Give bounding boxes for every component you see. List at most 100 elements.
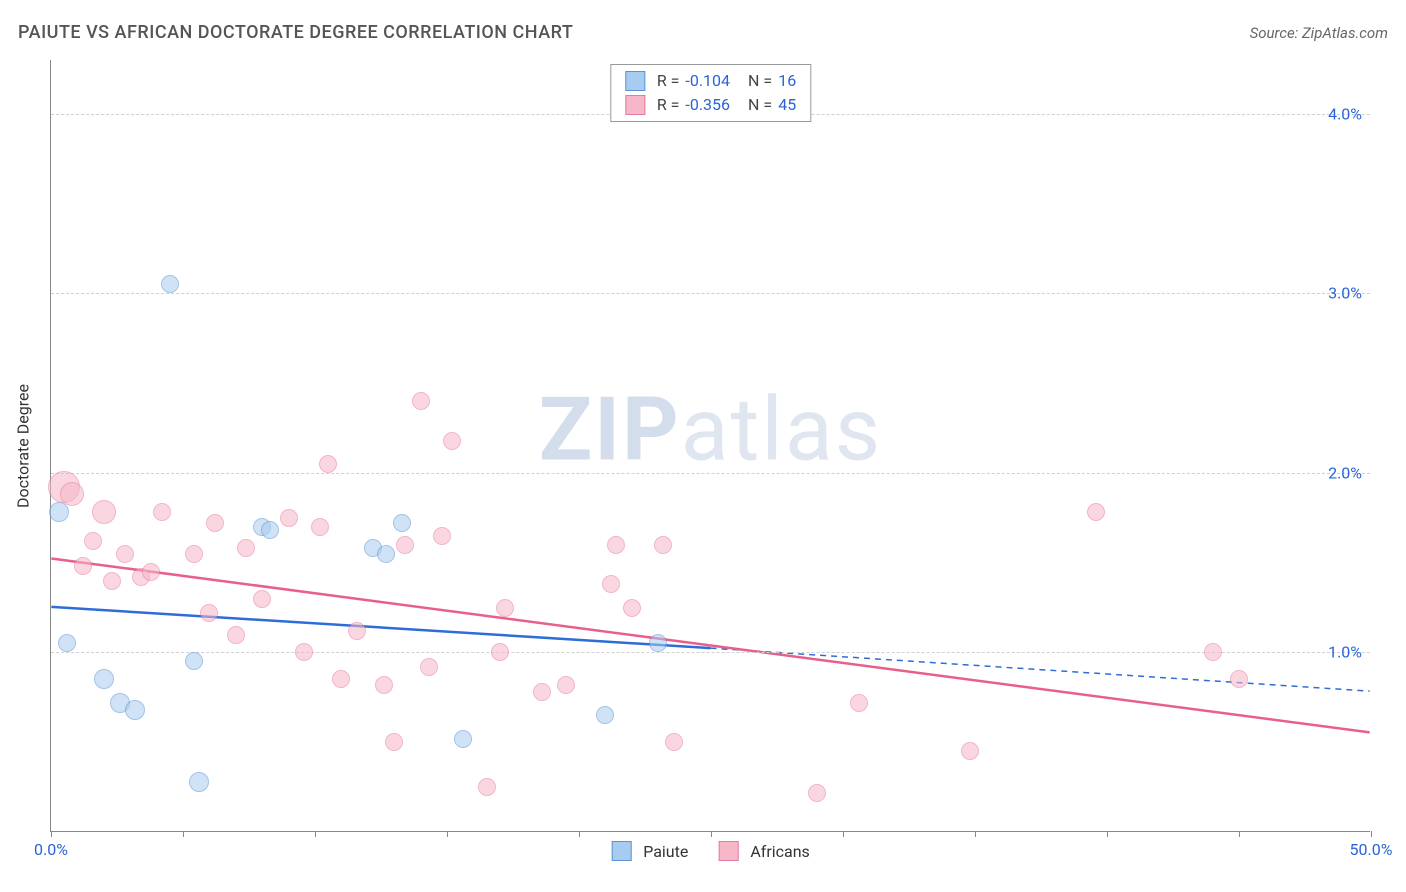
data-point [142,563,160,581]
data-point [491,643,509,661]
data-point [74,557,92,575]
data-point [412,392,430,410]
data-point [92,500,116,524]
data-point [385,733,403,751]
n-label: N = [748,93,772,117]
data-point [961,742,979,760]
data-point [433,527,451,545]
data-point [375,676,393,694]
data-point [1204,643,1222,661]
x-tick [447,831,448,837]
data-point [49,502,69,522]
gridline [51,293,1370,294]
data-point [103,572,121,590]
data-point [623,599,641,617]
data-point [443,432,461,450]
data-point [280,509,298,527]
data-point [533,683,551,701]
data-point [808,784,826,802]
legend-label: Africans [750,842,809,861]
x-tick [1107,831,1108,837]
data-point [189,772,209,792]
data-point [237,539,255,557]
trend-lines-layer [51,60,1370,831]
data-point [654,536,672,554]
data-point [185,652,203,670]
n-label: N = [748,69,772,93]
data-point [602,575,620,593]
data-point [607,536,625,554]
header-row: PAIUTE VS AFRICAN DOCTORATE DEGREE CORRE… [18,22,1388,43]
data-point [125,700,145,720]
data-point [60,482,84,506]
y-tick-label: 3.0% [1328,284,1362,303]
data-point [377,545,395,563]
data-point [116,545,134,563]
x-tick [183,831,184,837]
gridline [51,473,1370,474]
trend-line [51,607,710,648]
data-point [227,626,245,644]
legend-row: R =-0.104N =16 [625,69,796,93]
trend-line-extrapolated [711,648,1370,691]
data-point [332,670,350,688]
data-point [206,514,224,532]
legend-swatch [625,71,645,91]
chart-title: PAIUTE VS AFRICAN DOCTORATE DEGREE CORRE… [18,22,573,43]
data-point [393,514,411,532]
data-point [295,643,313,661]
data-point [454,730,472,748]
data-point [311,518,329,536]
x-tick [579,831,580,837]
legend-label: Paiute [643,842,688,861]
data-point [153,503,171,521]
legend-series: Paiute Africans [611,841,810,861]
n-value: 16 [772,69,796,93]
legend-swatch [611,841,631,861]
chart-area: Doctorate Degree ZIPatlas R =-0.104N =16… [50,60,1370,832]
data-point [348,622,366,640]
data-point [261,521,279,539]
data-point [649,634,667,652]
x-tick [1239,831,1240,837]
data-point [557,676,575,694]
gridline [51,652,1370,653]
legend-item: Paiute [611,841,688,861]
r-label: R = [657,69,680,93]
y-tick-label: 2.0% [1328,463,1362,482]
y-axis-label: Doctorate Degree [14,384,33,508]
data-point [1230,670,1248,688]
x-tick [975,831,976,837]
data-point [94,669,114,689]
x-tick [1371,831,1372,837]
legend-swatch [625,95,645,115]
legend-correlation: R =-0.104N =16R =-0.356N =45 [610,64,811,122]
data-point [596,706,614,724]
data-point [850,694,868,712]
x-tick-label: 0.0% [34,840,68,859]
data-point [420,658,438,676]
legend-swatch [718,841,738,861]
r-value: -0.104 [679,69,748,93]
x-tick [315,831,316,837]
data-point [319,455,337,473]
data-point [1087,503,1105,521]
trend-line [51,558,1369,732]
data-point [478,778,496,796]
data-point [665,733,683,751]
x-tick-label: 50.0% [1350,840,1393,859]
x-tick [51,831,52,837]
data-point [58,634,76,652]
data-point [84,532,102,550]
data-point [253,590,271,608]
data-point [396,536,414,554]
r-label: R = [657,93,680,117]
x-tick [843,831,844,837]
data-point [496,599,514,617]
r-value: -0.356 [679,93,748,117]
data-point [185,545,203,563]
y-tick-label: 4.0% [1328,104,1362,123]
legend-item: Africans [718,841,809,861]
n-value: 45 [772,93,796,117]
y-tick-label: 1.0% [1328,643,1362,662]
